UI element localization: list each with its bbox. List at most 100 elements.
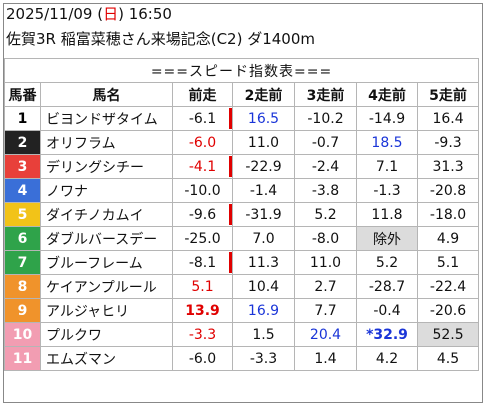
table-title: ===スピード指数表=== [3,58,480,83]
col-header-5-races-ago: 5走前 [416,82,480,107]
speed-index-value: -18.0 [416,202,480,227]
speed-index-value: -6.1 [172,106,233,131]
speed-index-value: -6.0 [172,130,233,155]
horse-number: 10 [4,322,41,347]
speed-index-value: -20.8 [416,178,480,203]
speed-index-text: -8.0 [311,230,340,247]
speed-index-text: -4.1 [188,158,217,175]
speed-index-value: -1.4 [232,178,295,203]
horse-name: ダイチノカムイ [40,202,173,227]
speed-index-text: 11.3 [247,254,280,271]
speed-index-value: -6.0 [172,346,233,371]
speed-index-value: -10.2 [294,106,357,131]
speed-index-value: 7.0 [232,226,295,251]
col-header-last-race: 前走 [172,82,233,107]
speed-index-text: 除外 [373,231,401,248]
date-prefix: 2025/11/09 ( [6,5,104,23]
horse-name: プルクワ [40,322,173,347]
horse-number: 6 [4,226,41,251]
col-header-4-races-ago: 4走前 [356,82,418,107]
speed-index-text: -6.1 [188,110,217,127]
speed-index-value: 7.1 [356,154,418,179]
speed-index-value: 18.5 [356,130,418,155]
col-header-2-races-ago: 2走前 [232,82,295,107]
table-row: 2 オリフラム -6.0 11.0 -0.7 18.5 -9.3 [4,130,480,155]
speed-index-text: 52.5 [432,326,464,343]
speed-index-value: -2.4 [294,154,357,179]
horse-name: ブルーフレーム [40,250,173,275]
speed-index-text: 31.3 [432,158,464,175]
speed-index-value: 52.5 [416,322,480,347]
highlight-bar [229,108,232,129]
speed-index-text: 7.0 [252,230,275,247]
speed-index-value: 5.1 [172,274,233,299]
speed-index-text: 5.1 [191,278,214,295]
table-row: 10 プルクワ -3.3 1.5 20.4 *32.9 52.5 [4,322,480,347]
horse-number: 11 [4,346,41,371]
speed-index-text: -3.3 [188,326,217,343]
speed-index-text: -8.1 [188,254,217,271]
speed-index-text: 4.5 [436,350,460,367]
speed-index-value: 10.4 [232,274,295,299]
horse-number: 3 [4,154,41,179]
table-row: 6 ダブルバースデー -25.0 7.0 -8.0 除外 4.9 [4,226,480,251]
speed-index-text: 1.5 [252,326,275,343]
speed-index-text: 18.5 [371,134,403,151]
speed-index-value: -22.4 [416,274,480,299]
speed-index-value: 4.9 [416,226,480,251]
speed-index-value: -8.0 [294,226,357,251]
speed-index-text: 5.2 [375,254,399,271]
speed-index-value: 4.2 [356,346,418,371]
speed-index-value: -1.3 [356,178,418,203]
speed-index-value: -9.6 [172,202,233,227]
speed-index-text: -31.9 [245,206,282,223]
speed-index-value: -3.3 [172,322,233,347]
speed-index-value: 除外 [356,226,418,251]
horse-name: エムズマン [40,346,173,371]
horse-number: 9 [4,298,41,323]
speed-index-text: -3.3 [249,350,278,367]
speed-index-text: 11.0 [247,134,280,151]
speed-index-text: -2.4 [311,158,340,175]
speed-index-value: *32.9 [356,322,418,347]
table-row: 8 ケイアンプルール 5.1 10.4 2.7 -28.7 -22.4 [4,274,480,299]
speed-index-text: -28.7 [368,278,406,295]
speed-index-value: 11.0 [232,130,295,155]
speed-index-text: -1.4 [249,182,278,199]
table-row: 3 デリングシチー -4.1 -22.9 -2.4 7.1 31.3 [4,154,480,179]
horse-name: ノワナ [40,178,173,203]
speed-index-text: 4.2 [375,350,399,367]
speed-index-text: -20.8 [429,182,467,199]
speed-index-value: 13.9 [172,298,233,323]
speed-index-value: 20.4 [294,322,357,347]
speed-index-text: 5.1 [436,254,460,271]
speed-index-text: -6.0 [188,350,217,367]
speed-index-text: 16.5 [247,110,280,127]
speed-index-text: -3.8 [311,182,340,199]
speed-index-text: 7.7 [314,302,337,319]
speed-index-text: 11.0 [309,254,342,271]
speed-index-value: -8.1 [172,250,233,275]
table-title-row: ===スピード指数表=== [3,58,480,83]
speed-index-value: -3.8 [294,178,357,203]
speed-index-table: ===スピード指数表=== 馬番 馬名 前走 2走前 3走前 4走前 5走前 1… [3,58,480,371]
speed-index-value: 4.5 [416,346,480,371]
speed-index-value: 2.7 [294,274,357,299]
col-header-3-races-ago: 3走前 [294,82,357,107]
horse-name: ダブルバースデー [40,226,173,251]
speed-index-value: 1.4 [294,346,357,371]
speed-index-value: 11.3 [232,250,295,275]
horse-number: 7 [4,250,41,275]
speed-index-text: -0.4 [373,302,401,319]
speed-index-text: -25.0 [184,230,221,247]
speed-index-value: -0.7 [294,130,357,155]
highlight-bar [229,156,232,177]
col-header-horse-name: 馬名 [40,82,173,107]
speed-index-text: 2.7 [314,278,337,295]
horse-name: ケイアンプルール [40,274,173,299]
horse-number: 2 [4,130,41,155]
horse-number: 8 [4,274,41,299]
speed-index-value: 11.0 [294,250,357,275]
speed-index-text: 16.4 [432,110,464,127]
speed-index-text: -14.9 [368,110,406,127]
